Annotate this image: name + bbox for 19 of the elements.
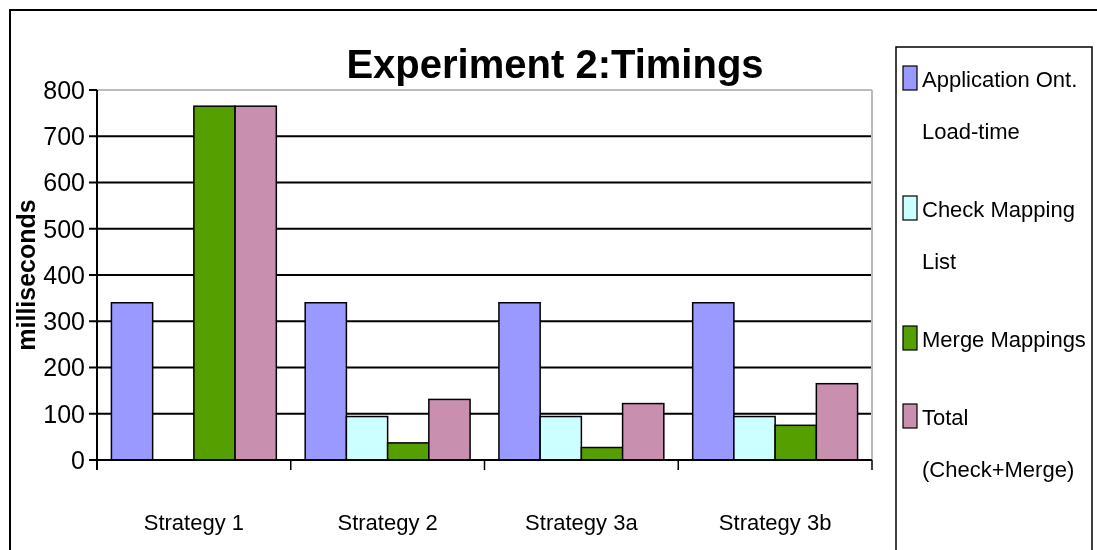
x-tick-label: Strategy 3b (718, 510, 832, 535)
y-tick-label: 500 (43, 214, 85, 243)
y-tick-label: 600 (43, 168, 85, 197)
text: Total (Check+Merge) (922, 405, 1075, 482)
y-tick-label: 400 (43, 260, 85, 289)
y-tick-label: 800 (43, 75, 85, 104)
y-axis-title: milliseconds (12, 199, 40, 351)
y-tick-label: 300 (43, 307, 85, 335)
text: Check Mapping List (922, 197, 1075, 274)
x-tick-label: Strategy 2 (337, 510, 438, 535)
x-tick-label: Strategy 3a (525, 510, 639, 535)
x-tick-label: Strategy 1 (143, 510, 245, 535)
y-tick-label: 700 (43, 122, 85, 150)
y-tick-label: 100 (43, 399, 85, 428)
y-tick-label: 0 (71, 445, 85, 474)
text: Application Ont. Load-time (922, 67, 1078, 144)
legend-label: Merge Mappings (922, 327, 1086, 352)
y-tick-label: 200 (43, 353, 85, 382)
chart-title: Experiment 2:Timings (346, 42, 764, 86)
